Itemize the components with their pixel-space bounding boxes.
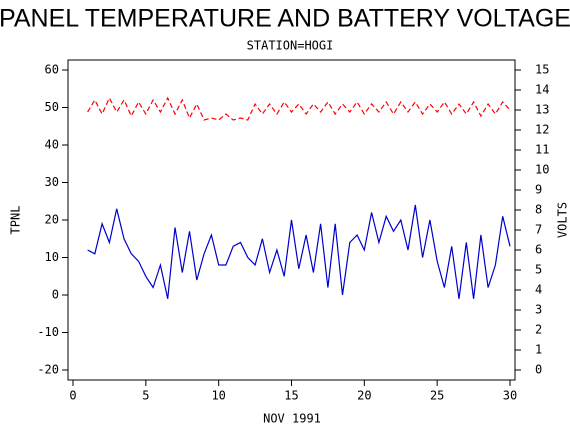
y2-tick-label: 5 (535, 263, 542, 277)
y2-tick-label: 7 (535, 223, 542, 237)
y-tick-label: 0 (52, 288, 59, 302)
y-axis-label: TPNL (9, 206, 23, 235)
y2-tick-label: 12 (535, 123, 549, 137)
y-tick-label: 40 (45, 138, 59, 152)
y2-tick-label: 1 (535, 343, 542, 357)
y2-tick-label: 15 (535, 63, 549, 77)
y-tick-label: 10 (45, 250, 59, 264)
y2-tick-label: 9 (535, 183, 542, 197)
x-tick-label: 25 (430, 389, 444, 403)
y-tick-label: 50 (45, 100, 59, 114)
y-tick-label: -10 (37, 325, 59, 339)
x-tick-label: 15 (284, 389, 298, 403)
y2-tick-label: 2 (535, 323, 542, 337)
y-tick-label: 20 (45, 213, 59, 227)
y2-tick-label: 4 (535, 283, 542, 297)
y2-axis-label: VOLTS (556, 202, 570, 238)
y2-tick-label: 8 (535, 203, 542, 217)
y2-tick-label: 3 (535, 303, 542, 317)
chart-subtitle: STATION=HOGI (247, 39, 334, 53)
series-line (87, 204, 511, 299)
y2-tick-label: 6 (535, 243, 542, 257)
y-tick-label: -20 (37, 363, 59, 377)
x-axis-label: NOV 1991 (263, 412, 321, 426)
y2-tick-label: 14 (535, 83, 549, 97)
chart-title: PANEL TEMPERATURE AND BATTERY VOLTAGE (0, 5, 570, 33)
y2-tick-label: 11 (535, 143, 549, 157)
y2-tick-label: 13 (535, 103, 549, 117)
series-line (87, 96, 511, 121)
x-tick-label: 5 (142, 389, 149, 403)
y2-tick-label: 0 (535, 363, 542, 377)
x-tick-label: 0 (69, 389, 76, 403)
x-tick-label: 10 (211, 389, 225, 403)
x-tick-label: 30 (503, 389, 517, 403)
y-tick-label: 60 (45, 63, 59, 77)
y-tick-label: 30 (45, 175, 59, 189)
x-tick-label: 20 (357, 389, 371, 403)
y2-tick-label: 10 (535, 163, 549, 177)
